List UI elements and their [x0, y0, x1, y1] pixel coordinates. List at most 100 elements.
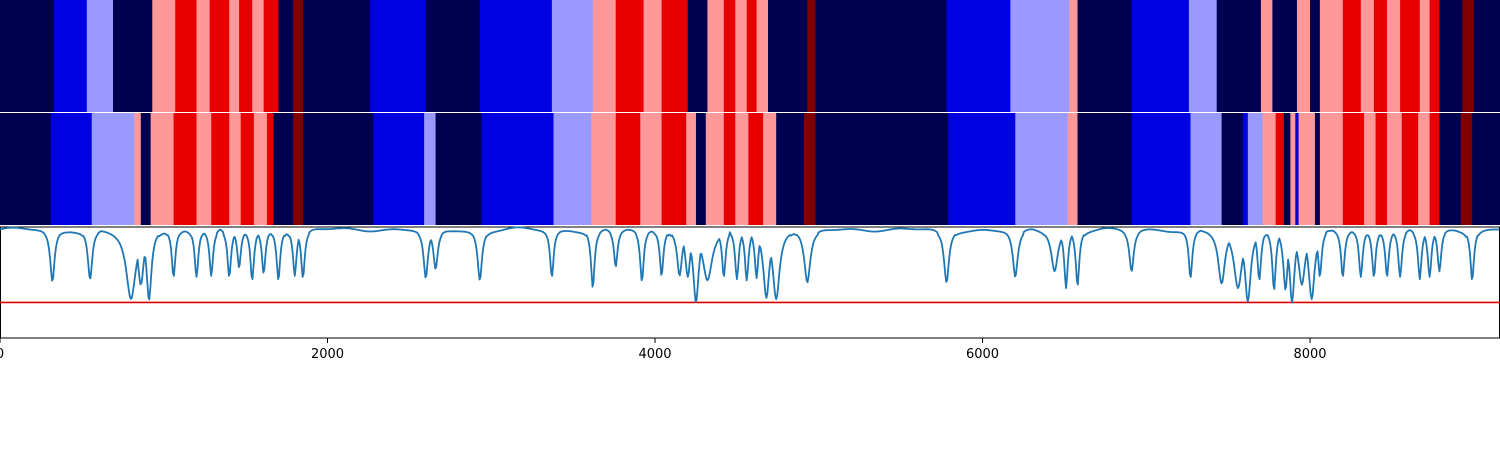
- heatmap-segment-2-4: [140, 113, 152, 225]
- heatmap-segment-1-26: [735, 0, 748, 112]
- heatmap-segment-1-41: [1296, 0, 1311, 112]
- heatmap-segment-2-27: [705, 113, 725, 225]
- heatmap-segment-2-57: [1418, 113, 1431, 225]
- heatmap-segment-2-54: [1375, 113, 1388, 225]
- heatmap-segment-2-22: [615, 113, 641, 225]
- heatmap-segment-1-0: [0, 0, 55, 112]
- heatmap-segment-2-9: [229, 113, 242, 225]
- x-tick-label-2: 4000: [638, 347, 671, 362]
- heatmap-segment-1-21: [643, 0, 663, 112]
- heatmap-segment-2-23: [640, 113, 663, 225]
- heatmap-segment-1-53: [1473, 0, 1500, 112]
- heatmap-segment-2-43: [1247, 113, 1264, 225]
- heatmap-segment-1-38: [1216, 0, 1262, 112]
- heatmap-segment-2-32: [776, 113, 805, 225]
- heatmap-segment-2-24: [661, 113, 687, 225]
- heatmap-segment-2-60: [1460, 113, 1473, 225]
- heatmap-segment-1-44: [1342, 0, 1362, 112]
- heatmap-segment-2-28: [723, 113, 736, 225]
- heatmap-segment-1-16: [425, 0, 481, 112]
- heatmap-segment-2-0: [0, 113, 52, 225]
- heatmap-segment-1-9: [239, 0, 253, 112]
- heatmap-segment-2-44: [1262, 113, 1277, 225]
- heatmap-segment-2-58: [1429, 113, 1440, 225]
- heatmap-segment-1-27: [746, 0, 758, 112]
- heatmap-segment-1-43: [1319, 0, 1344, 112]
- x-tick-label-0: 0: [0, 347, 4, 362]
- heatmap-segment-2-5: [150, 113, 175, 225]
- heatmap-segment-1-51: [1439, 0, 1463, 112]
- heatmap-segment-2-56: [1401, 113, 1419, 225]
- heatmap-segment-1-48: [1400, 0, 1421, 112]
- heatmap-segment-2-15: [302, 113, 374, 225]
- heatmap-segment-1-10: [252, 0, 265, 112]
- heatmap-segment-1-1: [54, 0, 88, 112]
- heatmap-segment-2-38: [1077, 113, 1133, 225]
- heatmap-segment-2-20: [553, 113, 592, 225]
- heatmap-segment-1-11: [263, 0, 279, 112]
- heatmap-segment-1-20: [615, 0, 645, 112]
- heatmap-segment-1-22: [661, 0, 689, 112]
- heatmap-segment-1-25: [723, 0, 736, 112]
- heatmap-segment-1-7: [209, 0, 230, 112]
- heatmap-segment-1-52: [1462, 0, 1475, 112]
- heatmap-segment-1-42: [1310, 0, 1321, 112]
- heatmap-segment-1-34: [1069, 0, 1079, 112]
- heatmap-segment-2-2: [91, 113, 135, 225]
- heatmap-segment-1-31: [815, 0, 948, 112]
- heatmap-segment-2-41: [1221, 113, 1244, 225]
- heatmap-segment-1-46: [1373, 0, 1388, 112]
- heatmap-segment-2-25: [686, 113, 697, 225]
- heatmap-segment-1-8: [229, 0, 240, 112]
- heatmap-segment-2-3: [134, 113, 142, 225]
- heatmap-segment-1-40: [1272, 0, 1298, 112]
- heatmap-segment-2-61: [1472, 113, 1500, 225]
- heatmap-segment-2-14: [293, 113, 304, 225]
- heatmap-segment-1-33: [1010, 0, 1070, 112]
- heatmap-segment-1-39: [1260, 0, 1273, 112]
- heatmap-segment-2-36: [1015, 113, 1069, 225]
- heatmap-segment-1-24: [707, 0, 725, 112]
- signal-series-line: [0, 226, 1500, 304]
- heatmap-segment-2-12: [266, 113, 274, 225]
- heatmap-segment-2-48: [1295, 113, 1300, 225]
- heatmap-segment-2-31: [763, 113, 777, 225]
- heatmap-segment-2-8: [211, 113, 230, 225]
- heatmap-segment-1-19: [592, 0, 617, 112]
- heatmap-segment-2-51: [1319, 113, 1344, 225]
- heatmap-segment-2-34: [815, 113, 949, 225]
- heatmap-segment-1-32: [946, 0, 1011, 112]
- heatmap-segment-1-45: [1360, 0, 1375, 112]
- heatmap-segment-1-50: [1429, 0, 1440, 112]
- heatmap-segment-2-37: [1067, 113, 1079, 225]
- heatmap-segment-1-35: [1077, 0, 1133, 112]
- heatmap-segment-1-18: [551, 0, 594, 112]
- heatmap-segment-2-26: [695, 113, 707, 225]
- heatmap-segment-2-17: [424, 113, 437, 225]
- heatmap-segment-2-52: [1342, 113, 1365, 225]
- heatmap-segment-2-18: [435, 113, 482, 225]
- heatmap-segment-2-6: [173, 113, 198, 225]
- heatmap-segment-1-36: [1131, 0, 1190, 112]
- heatmap-segment-2-29: [735, 113, 749, 225]
- heatmap-segment-1-17: [479, 0, 553, 112]
- heatmap-segment-1-14: [302, 0, 371, 112]
- heatmap-segment-2-16: [373, 113, 425, 225]
- heatmap-segment-2-10: [240, 113, 255, 225]
- heatmap-segment-2-7: [196, 113, 212, 225]
- heatmap-segment-1-2: [86, 0, 114, 112]
- heatmap-segment-1-47: [1387, 0, 1401, 112]
- heatmap-segment-1-23: [687, 0, 708, 112]
- heatmap-segment-1-6: [196, 0, 211, 112]
- heatmap-segment-1-37: [1188, 0, 1218, 112]
- x-axis: 0 2000 4000 6000 8000: [0, 338, 1327, 362]
- signal-line-panel: [0, 226, 1500, 339]
- heatmap-segment-2-59: [1439, 113, 1462, 225]
- heatmap-segment-2-42: [1242, 113, 1249, 225]
- heatmap-segment-2-46: [1283, 113, 1291, 225]
- heatmap-segment-2-13: [273, 113, 294, 225]
- heatmap-segment-2-40: [1190, 113, 1223, 225]
- state-heatmap-top: [0, 0, 1500, 113]
- heatmap-segment-2-11: [253, 113, 268, 225]
